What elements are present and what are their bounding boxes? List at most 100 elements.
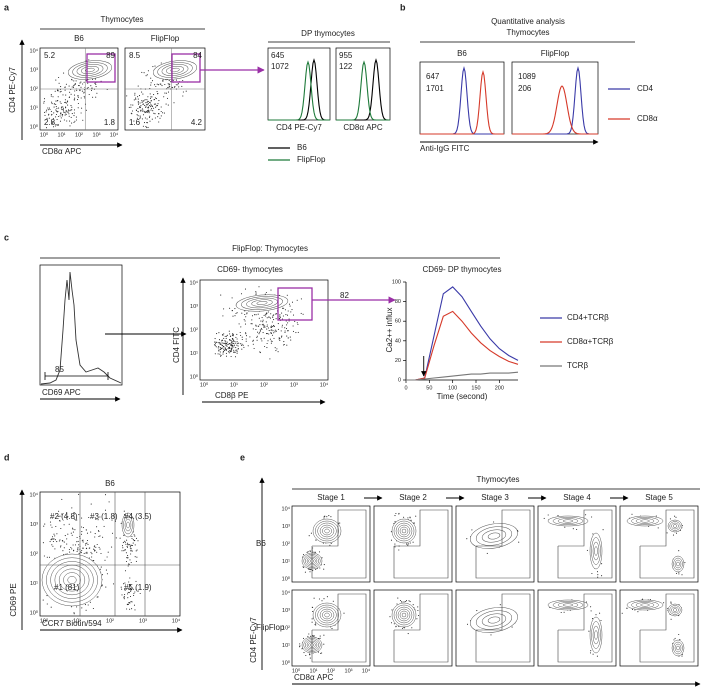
event-dot <box>83 552 85 554</box>
contour <box>76 64 104 76</box>
event-dot <box>63 547 65 549</box>
event-dot <box>144 99 146 101</box>
event-dot <box>154 84 156 86</box>
event-dot <box>231 310 233 312</box>
contour <box>401 612 407 618</box>
event-dot <box>285 320 287 322</box>
event-dot <box>406 543 408 546</box>
event-dot <box>227 343 229 345</box>
event-dot <box>266 317 268 319</box>
event-dot <box>108 501 110 503</box>
event-dot <box>241 312 243 314</box>
event-dot <box>155 85 157 88</box>
event-dot <box>46 603 48 605</box>
event-dot <box>80 86 82 88</box>
event-dot <box>55 525 57 528</box>
event-dot <box>271 329 273 331</box>
event-dot <box>73 121 75 123</box>
event-dot <box>317 651 319 653</box>
event-dot <box>119 537 121 539</box>
event-dot <box>81 90 83 92</box>
event-dot <box>129 559 131 561</box>
event-dot <box>145 102 147 104</box>
event-dot <box>146 99 148 101</box>
plot-title: B6 <box>457 49 467 58</box>
event-dot <box>398 512 400 514</box>
event-dot <box>136 117 138 119</box>
panel-letter: b <box>400 2 406 12</box>
event-dot <box>131 550 133 552</box>
x-tick-label: 10⁴ <box>172 617 181 624</box>
event-dot <box>160 110 162 113</box>
contour <box>256 301 268 305</box>
event-dot <box>90 551 92 553</box>
event-dot <box>270 342 272 344</box>
event-dot <box>151 118 153 120</box>
legend-label: TCRβ <box>567 361 588 370</box>
event-dot <box>339 522 341 524</box>
event-dot <box>596 571 599 573</box>
event-dot <box>131 544 134 547</box>
event-dot <box>75 119 78 121</box>
event-dot <box>323 568 325 570</box>
contour <box>391 602 417 628</box>
event-dot <box>146 104 148 106</box>
event-dot <box>57 115 59 118</box>
event-dot <box>185 90 187 92</box>
contour <box>85 67 95 73</box>
contour <box>126 521 130 529</box>
event-dot <box>86 552 88 554</box>
event-dot <box>59 515 61 517</box>
contour <box>322 526 332 536</box>
event-dot <box>50 110 52 112</box>
event-dot <box>670 602 672 604</box>
event-dot <box>149 120 151 122</box>
event-dot <box>134 609 136 611</box>
event-dot <box>143 100 145 102</box>
event-dot <box>123 598 125 600</box>
event-dot <box>269 358 271 360</box>
event-dot <box>121 545 124 547</box>
event-dot <box>265 312 268 314</box>
event-dot <box>223 348 225 351</box>
event-dot <box>135 97 137 99</box>
event-dot <box>315 624 317 626</box>
event-dot <box>87 543 89 546</box>
event-dot <box>148 116 151 119</box>
event-dot <box>78 552 80 555</box>
event-dot <box>318 598 321 600</box>
event-dot <box>280 330 282 332</box>
y-tick-label: 10¹ <box>282 559 290 565</box>
event-dot <box>127 555 129 557</box>
event-dot <box>268 316 270 318</box>
event-dot <box>273 314 275 316</box>
event-dot <box>58 510 60 512</box>
event-dot <box>115 537 117 539</box>
event-dot <box>149 102 151 104</box>
event-dot <box>58 107 60 109</box>
contour <box>81 65 99 75</box>
event-dot <box>621 612 623 614</box>
event-dot <box>243 346 245 348</box>
event-dot <box>51 544 53 546</box>
event-dot <box>129 545 131 548</box>
x-tick-label: 10⁴ <box>320 381 329 388</box>
event-dot <box>67 111 69 114</box>
plot-frame <box>199 279 329 381</box>
mfi-value: 955 <box>339 51 353 60</box>
event-dot <box>265 313 268 315</box>
panel-title: FlipFlop: Thymocytes <box>232 244 308 253</box>
event-dot <box>229 333 231 335</box>
event-dot <box>162 112 164 114</box>
event-dot <box>138 95 141 97</box>
event-dot <box>150 84 152 86</box>
event-dot <box>255 291 257 293</box>
event-dot <box>229 343 231 345</box>
event-dot <box>60 86 62 88</box>
event-dot <box>71 548 73 550</box>
event-dot <box>218 342 220 344</box>
event-dot <box>224 335 226 337</box>
event-dot <box>315 622 317 624</box>
event-dot <box>73 115 75 117</box>
stage-label: Stage 2 <box>399 493 427 502</box>
